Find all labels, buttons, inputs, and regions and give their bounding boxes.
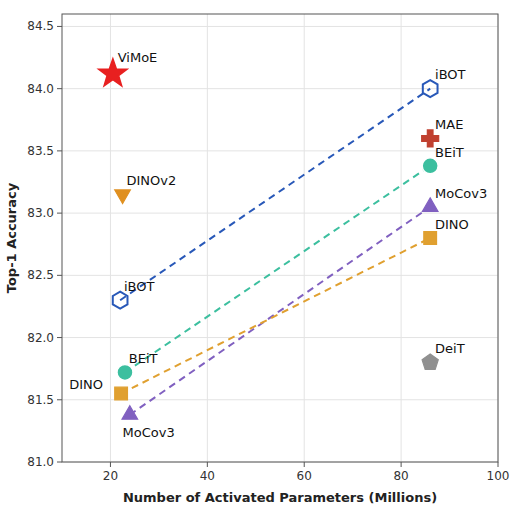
- tick-label-x: 100: [487, 469, 510, 483]
- tick-label-x: 60: [297, 469, 312, 483]
- tick-label-y: 82.0: [27, 331, 54, 345]
- chart: 20 40 60 80 100 81.0 81.5 82.0 82.5 83.0 83.5 84.0 8…: [0, 0, 512, 514]
- annotation: DINO: [69, 377, 103, 392]
- tick-y: [57, 88, 62, 89]
- grid-line-y: [62, 26, 498, 27]
- grid: [62, 14, 498, 462]
- connector-line: [121, 238, 430, 394]
- tick-label-y: 83.5: [27, 144, 54, 158]
- tick-label-y: 84.0: [27, 82, 54, 96]
- grid-line-y: [62, 213, 498, 214]
- point: [117, 364, 133, 380]
- annotation: MoCov3: [123, 425, 175, 440]
- annotation: DeiT: [435, 341, 465, 356]
- x-axis-label: Number of Activated Parameters (Millions…: [123, 490, 437, 505]
- marks: [99, 59, 439, 419]
- point: [122, 406, 138, 420]
- tick-y: [57, 213, 62, 214]
- tick-y: [57, 399, 62, 400]
- annotation: MAE: [435, 117, 463, 132]
- annotation: DINOv2: [126, 173, 176, 188]
- grid-line-x: [207, 14, 208, 462]
- tick-label-y: 84.5: [27, 19, 54, 33]
- annotation: DINO: [435, 217, 469, 232]
- tick-label-y: 82.5: [27, 268, 54, 282]
- connector-line: [120, 89, 430, 301]
- tick-x: [207, 462, 208, 467]
- tick-label-y: 81.0: [27, 455, 54, 469]
- grid-line-x: [304, 14, 305, 462]
- tick-y: [57, 26, 62, 27]
- point: [115, 190, 131, 204]
- plot-frame: [62, 14, 498, 462]
- annotation: MoCov3: [435, 186, 487, 201]
- grid-line-y: [62, 150, 498, 151]
- annotation: iBOT: [124, 279, 155, 294]
- grid-line-x: [401, 14, 402, 462]
- grid-line-y: [62, 337, 498, 338]
- tick-label-x: 20: [103, 469, 118, 483]
- annotation: iBOT: [435, 67, 466, 82]
- tick-y: [57, 150, 62, 151]
- annotations: ViMoE DINOv2 iBOT BEiT DINO MoCov3 iBOT MAE BEiT…: [69, 50, 487, 440]
- tick-y: [57, 337, 62, 338]
- connector-line: [125, 166, 430, 373]
- annotation: BEiT: [129, 351, 158, 366]
- tick-x: [498, 462, 499, 467]
- connector-line: [130, 207, 430, 415]
- tick-y: [57, 462, 62, 463]
- grid-line-y: [62, 88, 498, 89]
- tick-label-x: 80: [393, 469, 408, 483]
- annotation: ViMoE: [118, 50, 158, 65]
- tick-label-x: 40: [200, 469, 215, 483]
- axes: 20 40 60 80 100 81.0 81.5 82.0 82.5 83.0 83.5 84.0 8…: [27, 14, 509, 483]
- tick-label-y: 81.5: [27, 393, 54, 407]
- y-axis-label: Top-1 Accuracy: [4, 182, 19, 293]
- annotation: BEiT: [435, 145, 464, 160]
- point: [115, 387, 128, 400]
- tick-x: [304, 462, 305, 467]
- point: [113, 292, 128, 309]
- point: [422, 158, 438, 174]
- tick-label-y: 83.0: [27, 206, 54, 220]
- tick-y: [57, 275, 62, 276]
- tick-x: [110, 462, 111, 467]
- grid-line-y: [62, 275, 498, 276]
- point: [423, 80, 438, 97]
- point: [424, 232, 437, 245]
- point: [422, 354, 438, 369]
- tick-x: [401, 462, 402, 467]
